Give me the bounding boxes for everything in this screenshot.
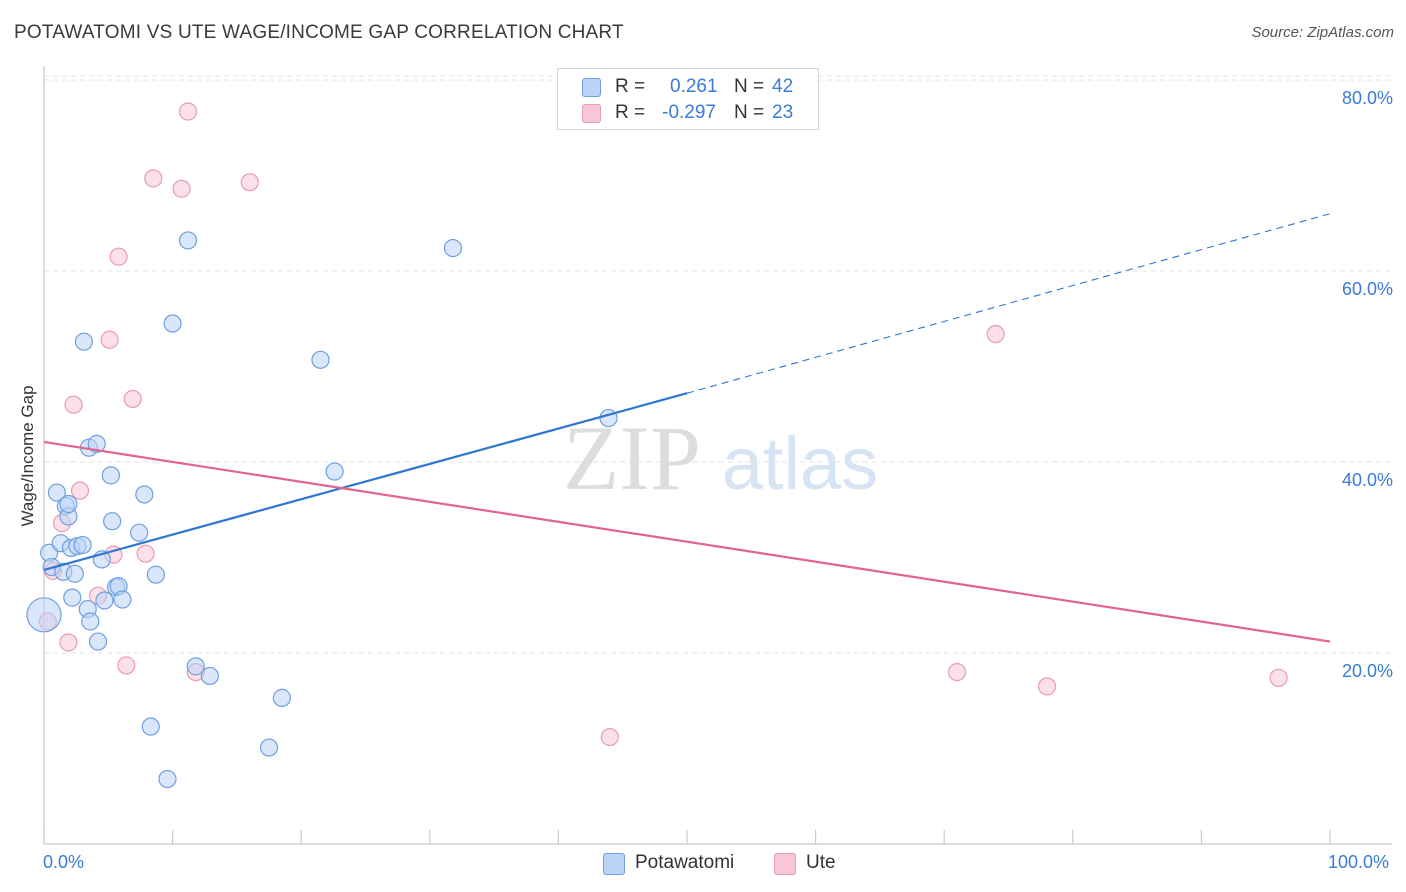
potawatomi-trend-line bbox=[43, 392, 688, 571]
potawatomi-point bbox=[146, 565, 165, 584]
grid-lines bbox=[44, 75, 1392, 654]
potawatomi-point bbox=[130, 523, 149, 542]
ute-point bbox=[64, 395, 83, 414]
y-tick-label: 80.0% bbox=[1342, 88, 1393, 108]
potawatomi-point bbox=[101, 466, 120, 485]
y-tick-label: 60.0% bbox=[1342, 279, 1393, 299]
potawatomi-point bbox=[88, 632, 108, 651]
potawatomi-point bbox=[63, 588, 82, 607]
potawatomi-point bbox=[200, 666, 219, 686]
potawatomi-point bbox=[158, 769, 177, 789]
axes bbox=[43, 66, 1392, 845]
potawatomi-point bbox=[163, 314, 182, 333]
chart-title: POTAWATOMI VS UTE WAGE/INCOME GAP CORREL… bbox=[14, 22, 624, 43]
potawatomi-point bbox=[113, 590, 132, 609]
potawatomi-point bbox=[325, 462, 344, 481]
ute-trend-line bbox=[43, 440, 1331, 643]
legend-n-label: N = bbox=[734, 76, 765, 97]
ute-point bbox=[136, 544, 155, 563]
potawatomi-point bbox=[259, 738, 279, 757]
legend-r-value: 0.261 bbox=[670, 76, 718, 97]
potawatomi-point bbox=[272, 688, 292, 707]
legend-label: Potawatomi bbox=[635, 852, 735, 873]
ute-point bbox=[986, 324, 1005, 344]
y-axis-label: Wage/Income Gap bbox=[18, 385, 37, 527]
potawatomi-point bbox=[47, 483, 66, 502]
legend-r-label: R = bbox=[615, 102, 646, 123]
potawatomi-trend-extension bbox=[686, 213, 1331, 394]
ute-point bbox=[109, 247, 128, 266]
ute-point bbox=[144, 169, 163, 188]
legend-swatch-blue bbox=[603, 853, 625, 875]
watermark: ZIP atlas bbox=[563, 407, 878, 509]
potawatomi-point bbox=[178, 231, 198, 250]
ute-point bbox=[59, 633, 78, 652]
ute-point bbox=[600, 727, 619, 747]
ute-point bbox=[70, 481, 90, 500]
potawatomi-point bbox=[443, 238, 463, 258]
ute-point bbox=[947, 662, 967, 682]
potawatomi-point bbox=[74, 332, 93, 351]
ute-point bbox=[1037, 677, 1057, 696]
legend-swatch-pink bbox=[582, 104, 601, 123]
legend-n-label: N = bbox=[734, 102, 765, 123]
potawatomi-point bbox=[311, 350, 330, 369]
legend-r-label: R = bbox=[615, 76, 646, 97]
legend-label: Ute bbox=[806, 852, 836, 873]
x-tick-max: 100.0% bbox=[1328, 852, 1390, 872]
potawatomi-point bbox=[26, 597, 62, 633]
y-tick-labels: 20.0% 40.0% 60.0% 80.0% bbox=[1342, 88, 1393, 681]
ute-point bbox=[178, 102, 198, 121]
source-credit: Source: ZipAtlas.com bbox=[1251, 24, 1394, 41]
potawatomi-point bbox=[73, 535, 92, 555]
y-tick-label: 20.0% bbox=[1342, 661, 1393, 681]
potawatomi-point bbox=[81, 612, 100, 631]
x-tick-min: 0.0% bbox=[43, 852, 85, 872]
potawatomi-point bbox=[135, 485, 154, 504]
potawatomi-point bbox=[65, 564, 84, 583]
ute-point bbox=[117, 656, 136, 675]
potawatomi-point bbox=[59, 494, 78, 514]
ute-point bbox=[123, 389, 142, 409]
ute-point bbox=[1269, 668, 1288, 687]
correlation-legend: R = 0.261 N = 42 R = -0.297 N = 23 bbox=[557, 68, 819, 130]
potawatomi-point bbox=[87, 434, 106, 453]
ute-point bbox=[240, 173, 259, 192]
trend-lines bbox=[43, 213, 1331, 643]
watermark-zip: ZIP bbox=[563, 407, 701, 509]
potawatomi-point bbox=[186, 657, 205, 676]
potawatomi-point bbox=[103, 512, 122, 531]
legend-swatch-pink bbox=[774, 853, 796, 875]
watermark-atlas: atlas bbox=[722, 422, 878, 505]
legend-swatch-blue bbox=[582, 78, 601, 97]
potawatomi-point bbox=[141, 717, 160, 736]
ute-point bbox=[100, 330, 119, 349]
potawatomi-points bbox=[26, 231, 618, 789]
ute-point bbox=[172, 179, 191, 198]
legend-r-value: -0.297 bbox=[662, 102, 716, 123]
potawatomi-point bbox=[95, 591, 114, 610]
legend-n-value: 23 bbox=[772, 102, 794, 123]
legend-n-value: 42 bbox=[772, 76, 794, 97]
y-tick-label: 40.0% bbox=[1342, 470, 1393, 490]
